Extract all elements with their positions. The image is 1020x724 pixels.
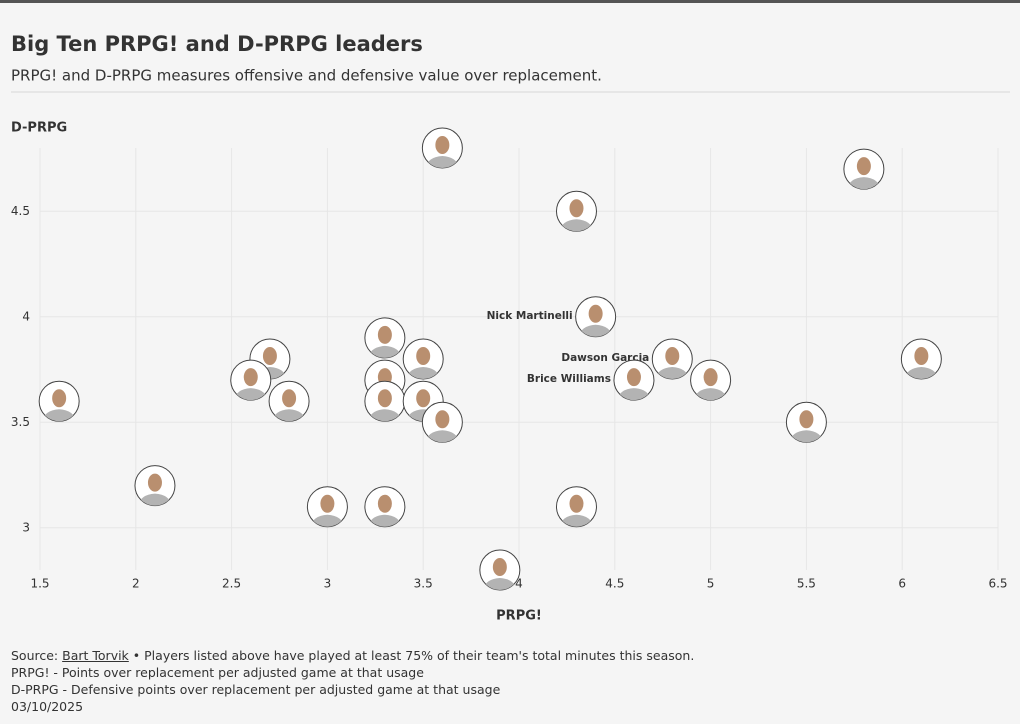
player-marker (38, 380, 80, 422)
headshot-face (492, 558, 507, 576)
headshot-face (282, 389, 297, 408)
player-marker (900, 338, 942, 380)
x-tick-label: 3 (324, 577, 332, 591)
source-line: Source: Bart Torvik • Players listed abo… (11, 647, 694, 664)
player-marker (651, 338, 693, 380)
player-marker (575, 296, 617, 338)
player-marker (785, 401, 827, 443)
top-bar (0, 0, 1020, 3)
x-tick-label: 6 (898, 577, 906, 591)
headshot-face (416, 389, 431, 408)
player-marker (364, 380, 406, 422)
player-marker (555, 190, 597, 232)
headshot-face (856, 157, 871, 176)
headshot-face (626, 368, 641, 387)
headshot-face (416, 347, 431, 365)
player-marker (134, 465, 176, 507)
player-marker (421, 127, 463, 169)
headshot-face (243, 368, 258, 387)
source-label: Source: (11, 648, 59, 663)
chart-subtitle: PRPG! and D-PRPG measures offensive and … (11, 67, 602, 85)
player-marker (421, 401, 463, 443)
y-axis-label: D-PRPG (11, 121, 67, 136)
note: D-PRPG - Defensive points over replaceme… (11, 682, 501, 697)
headshot-face (377, 389, 392, 408)
source-link[interactable]: Bart Torvik (62, 648, 129, 663)
headshot-face (262, 347, 277, 365)
point-label: Nick Martinelli (487, 310, 573, 322)
headshot-face (569, 199, 584, 218)
y-tick-label: 3.5 (11, 415, 30, 429)
source-note: • Players listed above have played at le… (132, 648, 695, 663)
player-marker (306, 486, 348, 528)
player-marker (555, 486, 597, 528)
headshot-face (665, 347, 680, 365)
player-marker (230, 359, 272, 401)
x-axis-label: PRPG! (496, 609, 542, 624)
chart-title: Big Ten PRPG! and D-PRPG leaders (11, 32, 423, 56)
chart: Big Ten PRPG! and D-PRPG leaders PRPG! a… (11, 32, 1010, 624)
headshot-face (799, 410, 814, 429)
headshot-face (52, 389, 67, 408)
headshot-face (914, 347, 929, 365)
x-tick-label: 5 (707, 577, 715, 591)
player-marker (364, 317, 406, 359)
player-marker (613, 359, 655, 401)
headshot-face (320, 494, 335, 513)
x-tick-label: 2.5 (222, 577, 241, 591)
player-marker (843, 148, 885, 190)
headshot-face (588, 304, 603, 323)
x-tick-label: 1.5 (30, 577, 49, 591)
player-marker (364, 486, 406, 528)
headshot-face (703, 368, 718, 387)
x-tick-label: 2 (132, 577, 140, 591)
y-tick-label: 4 (22, 309, 30, 323)
note: 03/10/2025 (11, 699, 84, 714)
point-label: Brice Williams (527, 373, 611, 385)
y-tick-label: 4.5 (11, 204, 30, 218)
headshot-face (435, 136, 450, 154)
x-tick-label: 4 (515, 577, 523, 591)
headshot-face (147, 473, 162, 492)
headshot-face (377, 494, 392, 513)
player-marker (690, 359, 732, 401)
headshot-face (569, 494, 584, 513)
player-marker (268, 380, 310, 422)
headshot-face (435, 410, 450, 429)
x-tick-label: 4.5 (605, 577, 624, 591)
footer: Source: Bart Torvik • Players listed abo… (11, 647, 694, 715)
player-marker (402, 338, 444, 380)
y-tick-label: 3 (22, 520, 30, 534)
x-tick-label: 3.5 (414, 577, 433, 591)
x-tick-label: 5.5 (797, 577, 816, 591)
player-marker (479, 549, 521, 591)
headshot-face (377, 325, 392, 344)
note: PRPG! - Points over replacement per adju… (11, 665, 424, 680)
x-tick-label: 6.5 (988, 577, 1007, 591)
